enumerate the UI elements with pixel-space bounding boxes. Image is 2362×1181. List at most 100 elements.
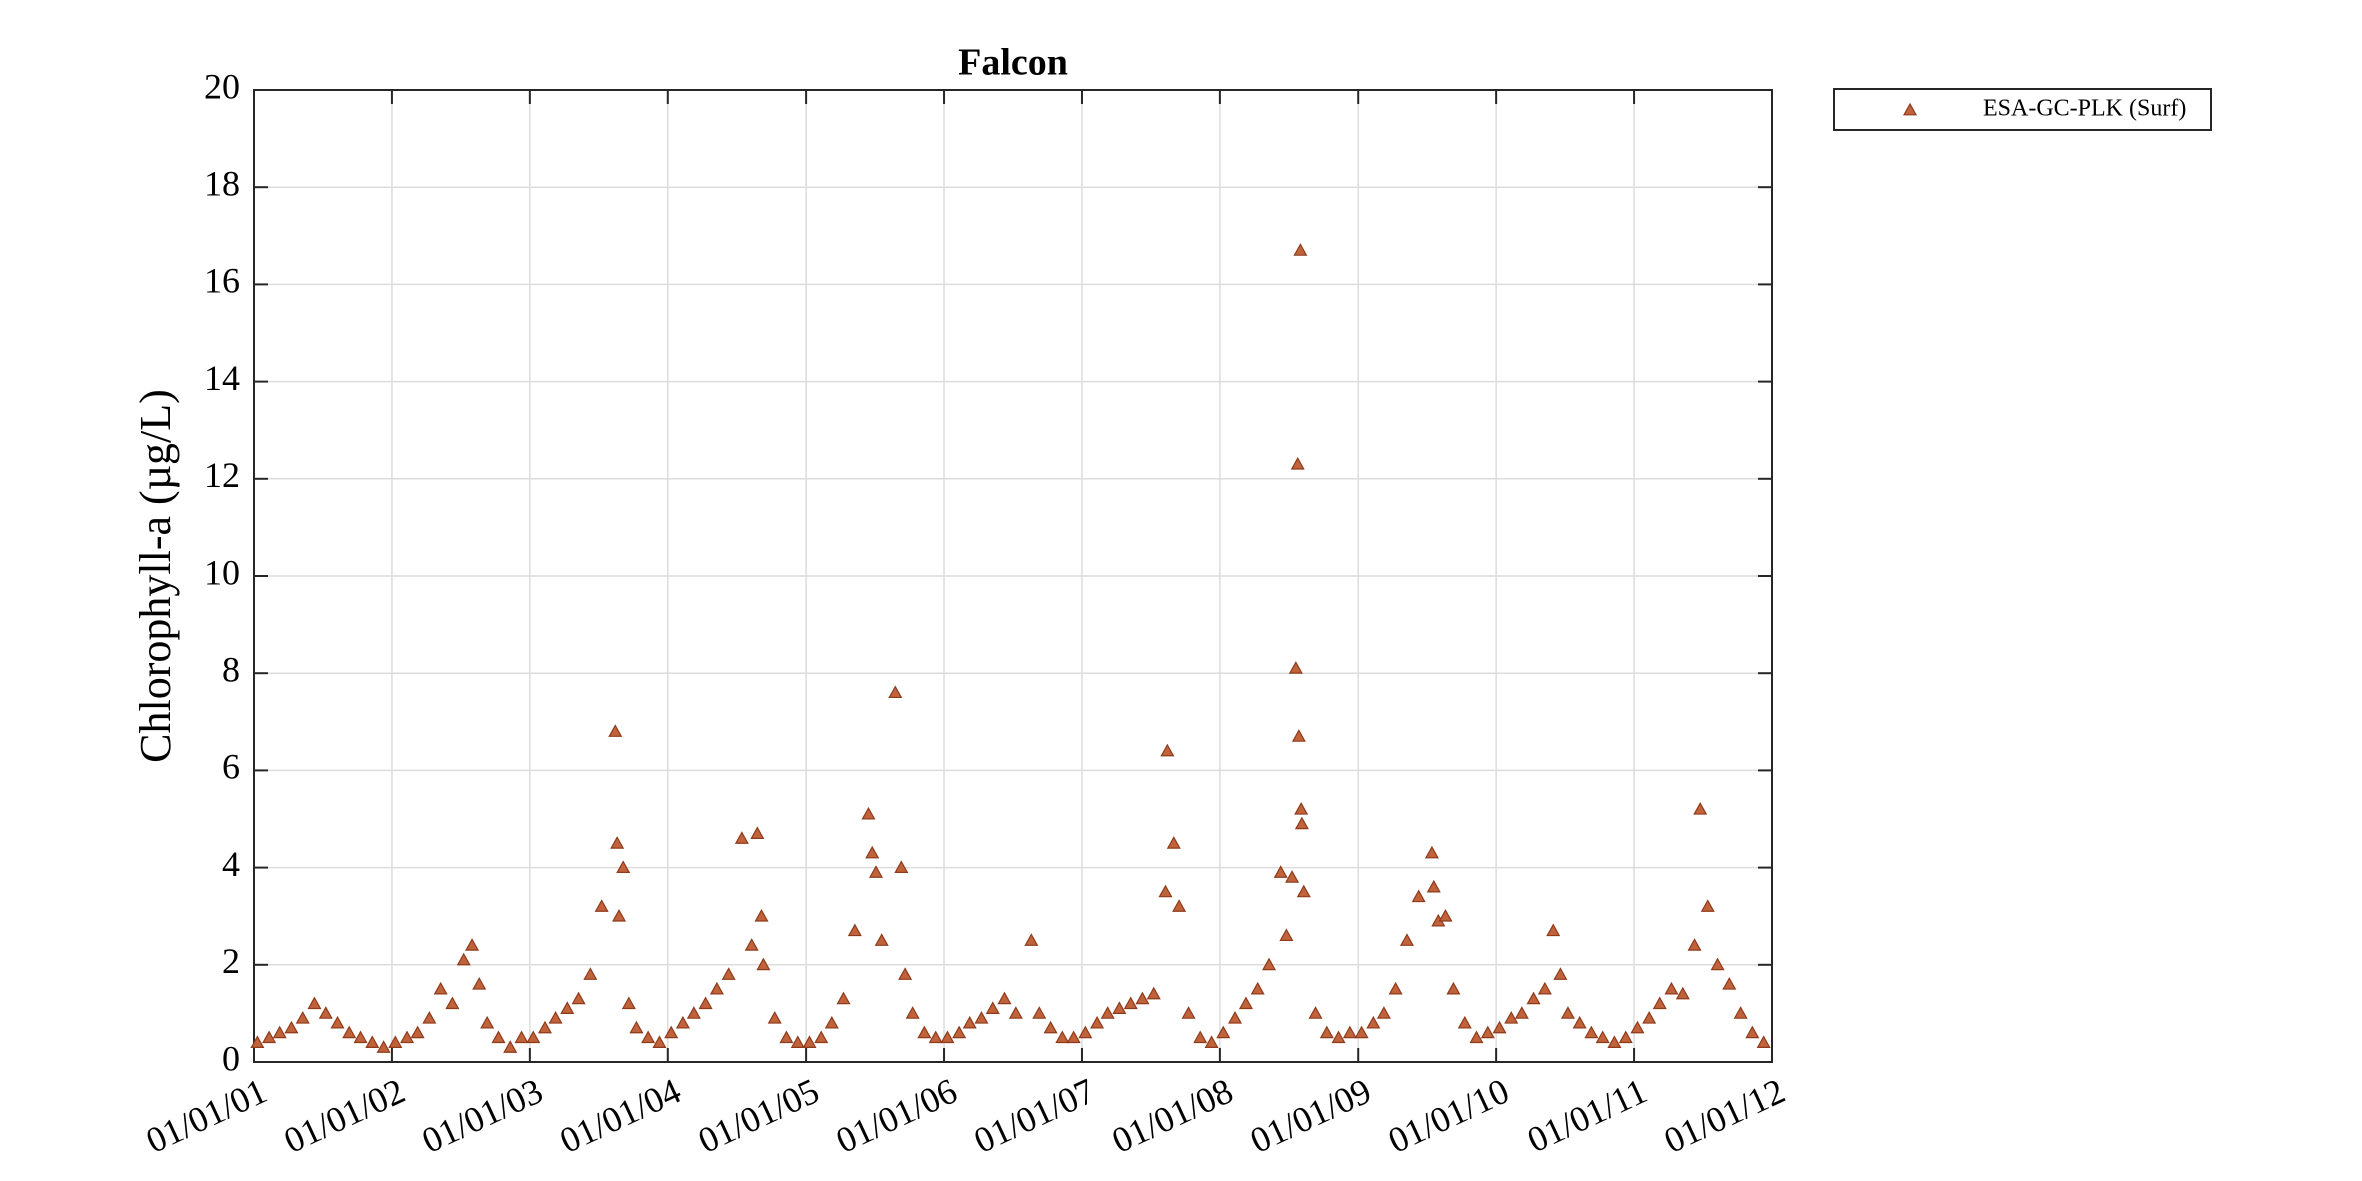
data-point xyxy=(465,938,480,951)
data-point xyxy=(1181,1006,1196,1019)
data-point xyxy=(1090,1015,1105,1029)
data-point xyxy=(1294,802,1309,815)
data-point xyxy=(491,1030,506,1044)
x-tick-label: 01/01/02 xyxy=(278,1070,411,1160)
legend-box xyxy=(1833,88,2212,131)
data-point xyxy=(571,991,586,1005)
data-point xyxy=(1607,1035,1622,1048)
data-point xyxy=(1112,1001,1127,1014)
data-point xyxy=(664,1025,679,1039)
data-point xyxy=(641,1030,656,1044)
data-point xyxy=(1055,1030,1070,1044)
data-point xyxy=(1376,1006,1391,1019)
data-point xyxy=(330,1015,345,1029)
data-point xyxy=(1399,933,1414,946)
data-point xyxy=(1158,884,1173,898)
data-point xyxy=(583,967,598,980)
data-point xyxy=(610,836,625,849)
data-point xyxy=(1572,1015,1587,1029)
data-point xyxy=(1166,836,1181,849)
data-point xyxy=(1584,1025,1599,1039)
data-point xyxy=(1480,1025,1495,1039)
data-point xyxy=(1756,1035,1771,1048)
data-point xyxy=(433,981,448,995)
data-point xyxy=(675,1015,690,1029)
y-tick-label: 14 xyxy=(204,358,240,398)
data-point xyxy=(744,938,759,951)
data-point xyxy=(1642,1011,1657,1024)
data-point xyxy=(1446,981,1461,995)
x-tick-label: 01/01/12 xyxy=(1658,1070,1791,1160)
data-point xyxy=(1227,1011,1243,1024)
data-point xyxy=(1032,1006,1047,1019)
data-point xyxy=(1664,981,1679,995)
plot-frame xyxy=(253,89,1773,1063)
x-tick-label: 01/01/09 xyxy=(1244,1070,1377,1160)
data-point xyxy=(868,865,884,878)
data-point xyxy=(1293,243,1308,256)
data-point xyxy=(652,1035,667,1048)
data-point xyxy=(802,1035,817,1048)
legend-marker xyxy=(1902,102,1918,116)
data-point xyxy=(888,685,903,699)
data-point xyxy=(1675,986,1690,1000)
data-point xyxy=(376,1040,391,1053)
data-point xyxy=(1250,981,1265,995)
data-point xyxy=(1024,933,1039,946)
data-point xyxy=(874,933,889,946)
data-point xyxy=(295,1011,310,1024)
data-point xyxy=(1492,1020,1507,1034)
data-point xyxy=(814,1030,829,1044)
data-point xyxy=(472,977,487,990)
data-point xyxy=(284,1020,299,1034)
data-point xyxy=(709,981,724,995)
data-point xyxy=(1560,1006,1575,1019)
data-point xyxy=(1457,1015,1472,1029)
data-point xyxy=(250,1035,265,1048)
data-point xyxy=(480,1015,495,1029)
data-point xyxy=(824,1015,839,1029)
data-point xyxy=(1204,1035,1219,1048)
data-point xyxy=(905,1006,920,1019)
data-point xyxy=(734,831,749,844)
y-tick-label: 10 xyxy=(204,552,240,592)
data-point xyxy=(608,724,623,737)
data-point xyxy=(1238,996,1253,1010)
data-point xyxy=(400,1030,415,1044)
data-point xyxy=(307,996,322,1010)
data-point xyxy=(1135,991,1150,1005)
data-point xyxy=(847,923,862,937)
data-point xyxy=(353,1030,368,1044)
data-point xyxy=(1710,957,1725,971)
data-point xyxy=(686,1006,701,1019)
y-tick-label: 18 xyxy=(204,163,240,203)
data-point xyxy=(1066,1030,1081,1044)
y-tick-label: 12 xyxy=(204,455,240,495)
data-point xyxy=(928,1030,943,1044)
data-point xyxy=(1438,908,1453,922)
data-point xyxy=(318,1006,333,1019)
data-point xyxy=(836,991,851,1005)
data-point xyxy=(1546,923,1561,937)
data-point xyxy=(445,996,460,1010)
data-point xyxy=(514,1030,529,1044)
data-point xyxy=(1595,1030,1610,1044)
legend-label: ESA-GC-PLK (Surf) xyxy=(1983,96,2186,122)
data-point xyxy=(1216,1025,1231,1039)
data-point xyxy=(997,991,1012,1005)
data-point xyxy=(698,996,713,1010)
data-point xyxy=(1285,870,1300,883)
x-tick-label: 01/01/07 xyxy=(968,1070,1101,1160)
data-point xyxy=(616,860,631,874)
data-point xyxy=(952,1025,967,1039)
data-point xyxy=(1504,1011,1519,1024)
data-point xyxy=(1526,991,1541,1005)
y-tick-label: 8 xyxy=(222,649,240,689)
y-tick-label: 4 xyxy=(222,844,240,884)
data-point xyxy=(1288,661,1303,674)
data-point xyxy=(1553,967,1568,980)
data-point xyxy=(1078,1025,1093,1039)
data-point xyxy=(272,1025,287,1039)
data-point xyxy=(1319,1025,1334,1039)
